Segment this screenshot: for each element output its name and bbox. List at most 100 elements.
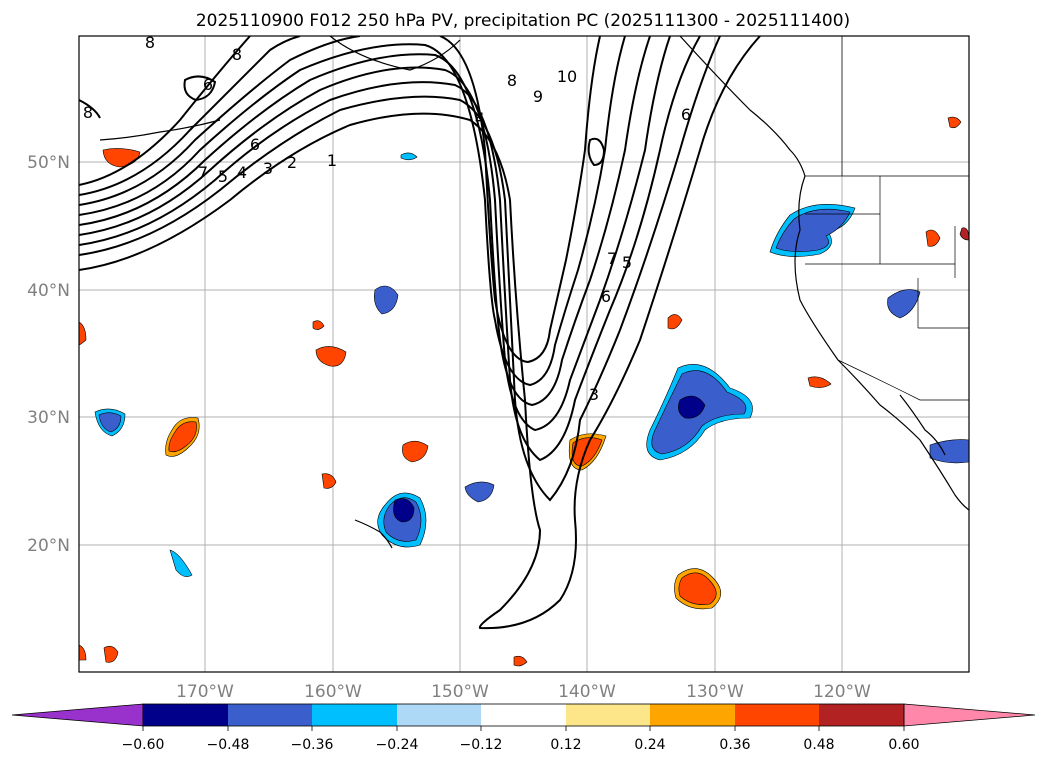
pv-closed-contour [587,137,606,167]
precip-positive-region [925,229,941,247]
contour-label: 6 [601,287,611,306]
precip-positive-region [315,346,347,367]
precip-positive-region [312,320,325,330]
us-mexico-border [837,359,969,401]
precip-negative-region [887,289,921,319]
lat-label: 20°N [27,536,70,556]
colorbar-segment [650,704,735,726]
pv-closed-contour [183,75,217,102]
hawaii-islands [354,519,393,549]
pv-contour-2 [79,36,721,502]
lon-label: 170°W [176,682,234,702]
contour-label: 3 [263,159,273,178]
precip-negative-region [464,481,495,503]
alaska-bc-coast [679,36,806,177]
precip-negative-core [393,498,415,523]
precip-negative-region [929,439,969,464]
longitude-labels: 170°W 160°W 150°W 140°W 130°W 120°W [176,682,871,702]
colorbar-tick-label: 0.60 [888,737,919,753]
map-background [79,36,969,672]
figure-title: 2025110900 F012 250 hPa PV, precipitatio… [196,11,850,31]
aleutian-islands [99,119,221,141]
lat-label: 40°N [27,281,70,301]
contour-labels: 8 8 6 8 6 7 5 4 3 2 1 4 8 9 10 6 7 5 6 3 [83,36,691,404]
precip-positive-region [667,314,683,330]
colorbar-tick-label: 0.36 [719,737,750,753]
contour-label: 7 [607,249,617,268]
precip-negative-region [374,285,399,315]
precip-shading [79,116,969,667]
precip-positive-region [513,655,528,667]
precip-negative-region [169,549,193,577]
colorbar-segment [397,704,481,726]
colorbar-tick-label: −0.48 [207,737,250,753]
political-borders [805,36,969,401]
map-panel: 8 8 6 8 6 7 5 4 3 2 1 4 8 9 10 6 7 5 6 3 [78,35,970,673]
colorbar-segment [735,704,819,726]
precip-positive-region [103,645,119,663]
alaska-peninsula-coast [329,36,461,71]
pv-contour-10 [79,36,251,186]
latitude-labels: 50°N 40°N 30°N 20°N [27,153,70,556]
contour-label: 8 [83,103,93,122]
north-america-west-coast [794,175,969,511]
lon-label: 120°W [813,682,871,702]
colorbar-tick-label: −0.60 [122,737,165,753]
pv-contour-1 [79,36,761,630]
contour-label: 8 [232,45,242,64]
colorbar-segment [481,704,566,726]
colorbar-segment [143,704,228,726]
lon-label: 140°W [558,682,616,702]
colorbar-under-extension [11,703,144,727]
colorbar-segment [819,704,904,726]
pv-contours [79,36,761,630]
lon-label: 130°W [686,682,744,702]
colorbar-tick-label: 0.48 [803,737,834,753]
precip-negative-region [98,412,122,433]
colorbar-over-extension [903,703,1036,727]
colorbar-tick-label: 0.24 [634,737,665,753]
pv-contour-edge [79,99,101,119]
precip-positive-region [321,473,337,489]
colorbar-segment [228,704,312,726]
colorbar-ticks [142,726,905,731]
contour-label: 4 [237,163,247,182]
pv-contour-4 [79,36,671,432]
contour-label: 1 [327,151,337,170]
contour-label: 4 [475,109,485,128]
pv-contour-6 [79,36,626,387]
contour-label: 9 [533,87,543,106]
colorbar-segment [312,704,397,726]
precip-negative-region [775,208,851,252]
contour-label: 10 [557,67,577,86]
contour-label: 7 [198,163,208,182]
precip-positive-region [168,421,197,453]
lon-label: 150°W [431,682,489,702]
pv-contour-8 [439,36,601,364]
map-frame [78,35,970,673]
precip-positive-region [947,116,962,129]
colorbar-segment [566,704,650,726]
contour-label: 6 [681,105,691,124]
lat-label: 50°N [27,153,70,173]
coastlines [99,36,969,549]
colorbar-tick-label: 0.12 [550,737,581,753]
contour-label: 8 [507,71,517,90]
contour-label: 3 [589,385,599,404]
contour-label: 5 [218,167,228,186]
baja-california-coast [899,394,946,456]
precip-positive-region [79,644,87,661]
pv-contour-7 [79,36,361,206]
colorbar-tick-label: −0.24 [376,737,419,753]
contour-label: 5 [622,253,632,272]
precip-positive-region [402,440,429,463]
contour-label: 2 [287,153,297,172]
precip-positive-region [678,572,717,605]
lon-label: 160°W [304,682,362,702]
precip-negative-core [678,395,706,419]
pv-contour-9 [79,36,301,196]
colorbar-tick-label: −0.36 [291,737,334,753]
pv-contour-3 [79,36,701,462]
precip-negative-region [400,152,418,161]
